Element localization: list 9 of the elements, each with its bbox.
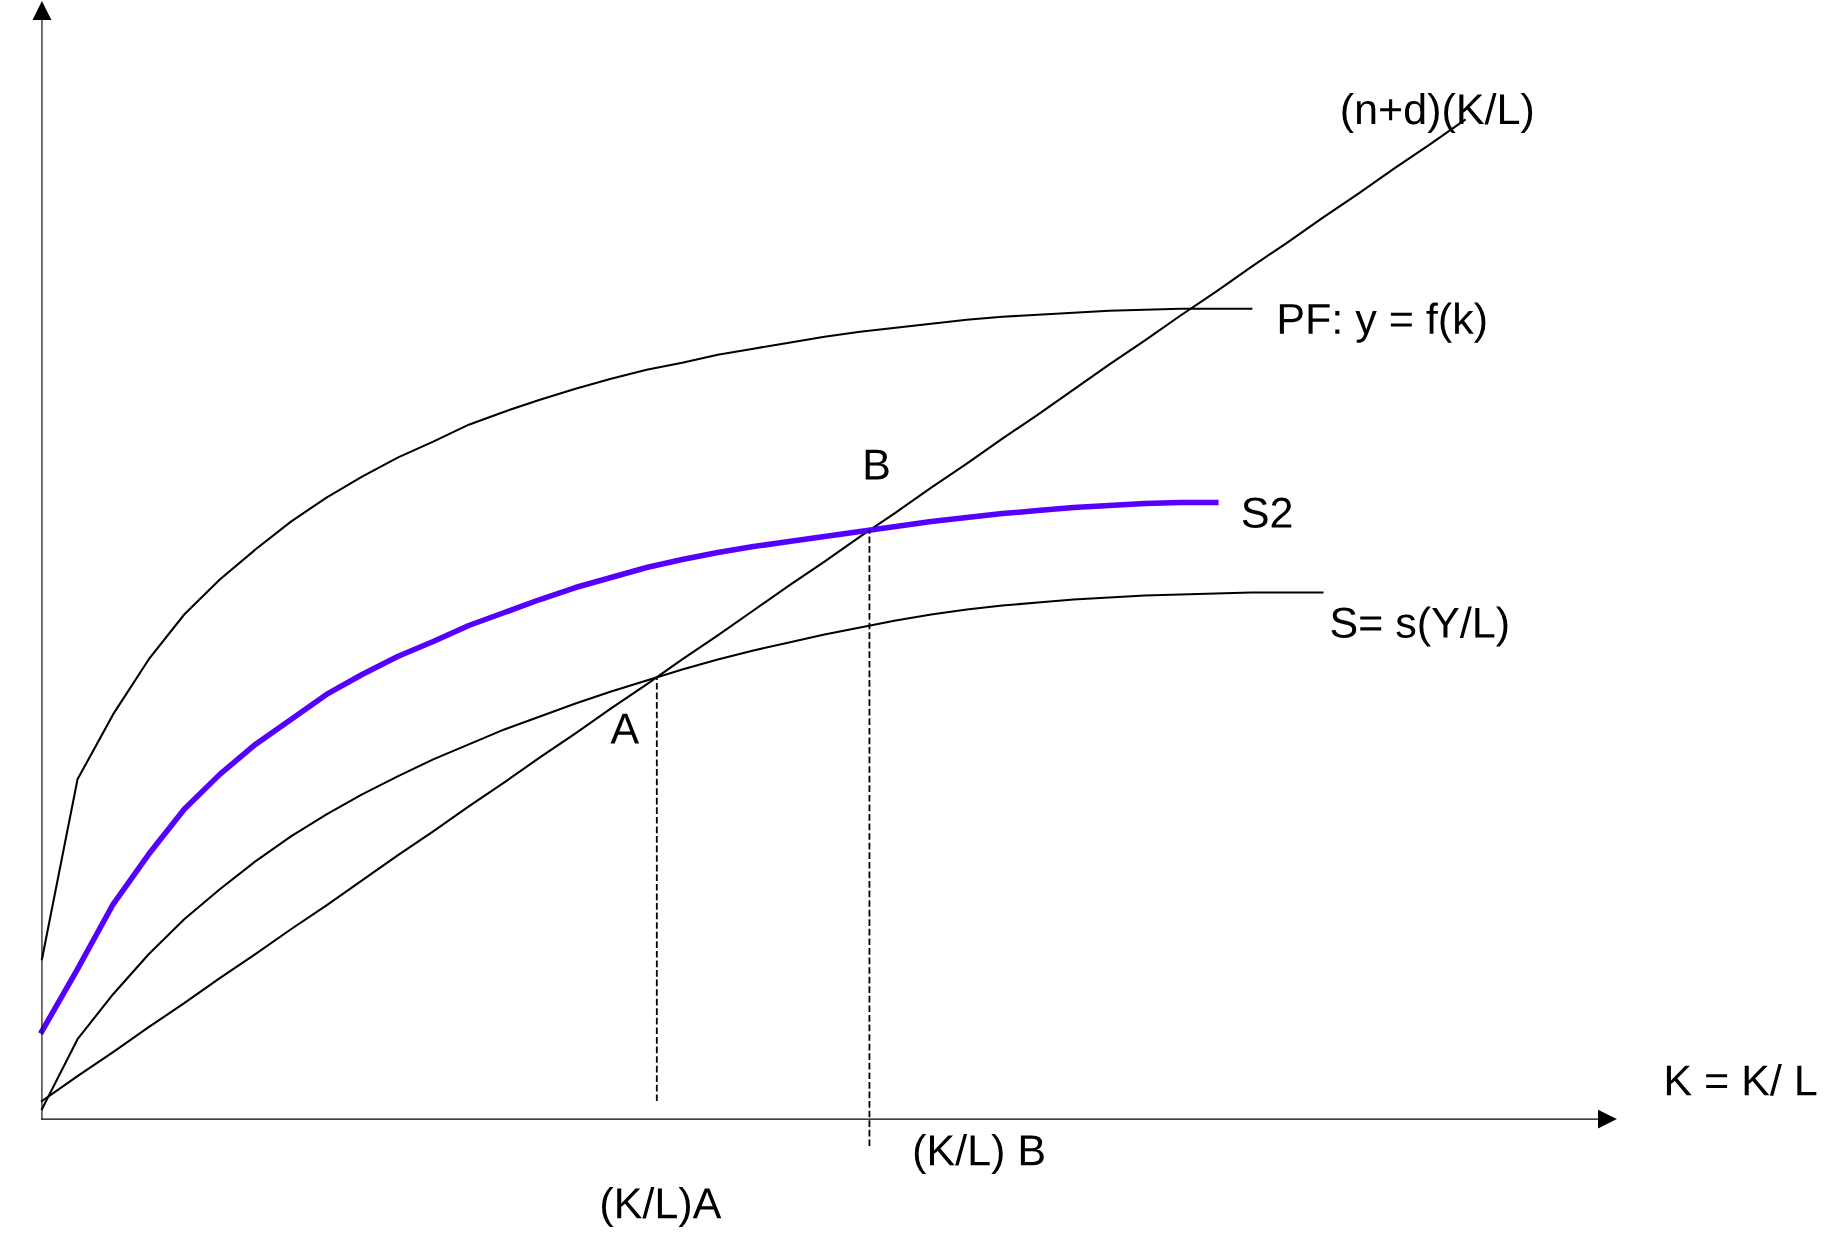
series-label: S= s(Y/L) [1331,606,1508,647]
annotation: B [865,449,889,480]
text: (K/L)A [602,1186,722,1228]
text: (K/L) B [914,1134,1044,1175]
annotation: A [610,713,640,744]
series-label: PF: y = f(k) [1279,302,1486,343]
x-axis-title: K = K/ L [1666,1064,1817,1096]
series-label: S2 [1242,497,1292,529]
series-label: (n+d)(K/L) [1342,92,1533,134]
